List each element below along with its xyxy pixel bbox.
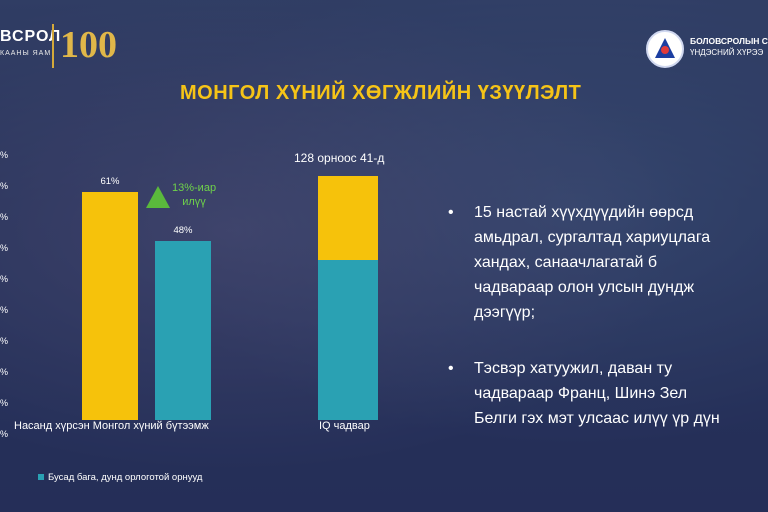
bar-other-countries-productivity xyxy=(155,240,211,420)
bullet-line: хандах, санаачлагатай б xyxy=(474,254,658,271)
ministry-logo-subtext: КААНЫ ЯАМ xyxy=(0,50,52,57)
chart-legend: Бусад бага, дунд орлоготой орнууд xyxy=(38,472,202,483)
bar-iq-top xyxy=(318,176,378,260)
institute-name: БОЛОВСРОЛЫН СУ xyxy=(690,36,768,46)
bullet-icon: • xyxy=(448,204,454,221)
ministry-logo-text: ВСРОЛ xyxy=(0,28,62,45)
x-label-iq: IQ чадвар xyxy=(319,420,370,432)
y-tick: % xyxy=(0,243,9,253)
y-tick: % xyxy=(0,336,9,346)
emblem-dot xyxy=(661,46,669,54)
logo-divider xyxy=(52,24,54,68)
difference-annotation-line1: 13%-иар xyxy=(172,182,217,194)
y-tick: % xyxy=(0,305,9,315)
institute-emblem-icon xyxy=(646,30,684,68)
bullet-line: Тэсвэр хатуужил, даван ту xyxy=(474,360,673,377)
y-tick: % xyxy=(0,429,9,439)
data-label-48: 48% xyxy=(173,224,193,236)
legend-label: Бусад бага, дунд орлоготой орнууд xyxy=(48,472,203,483)
difference-annotation-line2: илүү xyxy=(182,196,206,208)
institute-name-sub: ҮНДЭСНИЙ ХҮРЭЭ xyxy=(690,48,764,57)
bullet-line: 15 настай хүүхдүүдийн өөрсд xyxy=(474,204,694,221)
anniversary-logo: 100 xyxy=(60,24,117,66)
difference-annotation: 13%-иар илүү xyxy=(172,181,216,209)
y-tick: % xyxy=(0,212,9,222)
bar-iq-bottom xyxy=(318,260,378,420)
y-tick: % xyxy=(0,367,9,377)
slide-title: МОНГОЛ ХҮНИЙ ХӨГЖЛИЙН ҮЗҮҮЛЭЛТ xyxy=(180,82,582,104)
bullet-line: чадвараар Франц, Шинэ Зел xyxy=(474,385,688,402)
bullet-icon: • xyxy=(448,360,454,377)
y-tick: % xyxy=(0,181,9,191)
bullet-line: чадвараар олон улсын дундж xyxy=(474,279,695,296)
y-tick: % xyxy=(0,150,9,160)
increase-arrow-icon xyxy=(146,186,170,208)
header: ВСРОЛ КААНЫ ЯАМ 100 БОЛОВСРОЛЫН СУ ҮНДЭС… xyxy=(0,0,768,84)
y-tick: % xyxy=(0,274,9,284)
y-tick: % xyxy=(0,398,9,408)
x-label-productivity: Насанд хүрсэн Монгол хүний бүтээмж xyxy=(14,420,209,432)
legend-swatch xyxy=(38,474,44,481)
bullet-line: амьдрал, сургалтад хариуцлага xyxy=(474,229,711,246)
bullet-line: дээгүүр; xyxy=(474,304,536,321)
bar-mongolia-productivity xyxy=(82,192,138,420)
bullet-line: Белги гэх мэт улсаас илүү үр дүн xyxy=(474,410,720,427)
iq-rank-label: 128 орноос 41-д xyxy=(294,151,385,165)
data-label-61: 61% xyxy=(100,176,120,188)
